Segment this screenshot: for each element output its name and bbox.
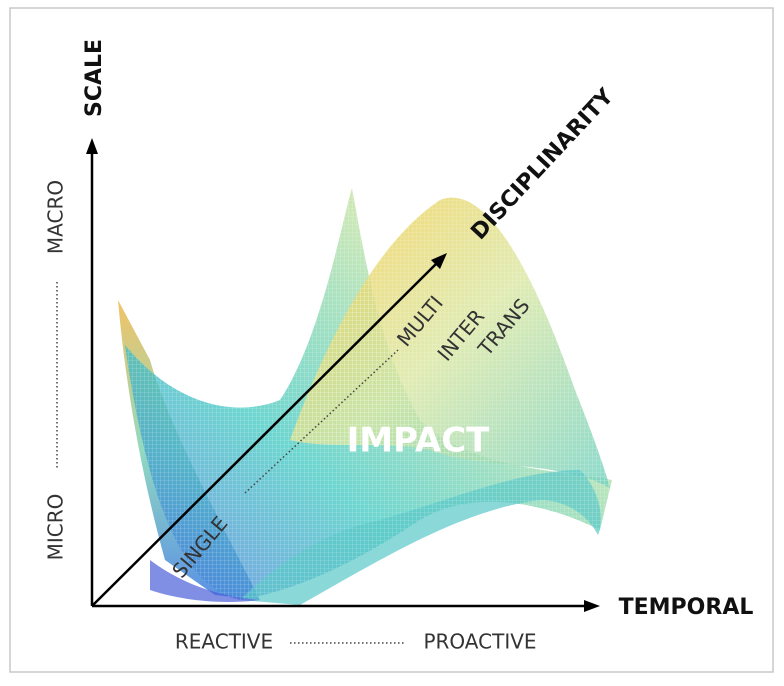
dotted-guides [56,282,405,644]
axes [86,138,600,612]
axis-label: TEMPORAL [619,595,754,620]
axis-label: SCALE [82,39,107,117]
center-label: IMPACT [347,421,491,461]
scale-low: MICRO [44,494,68,561]
scale-high: MACRO [44,180,68,254]
temporal-high: PROACTIVE [423,630,536,654]
temporal-low: REACTIVE [175,630,273,654]
impact-surface [118,188,612,605]
